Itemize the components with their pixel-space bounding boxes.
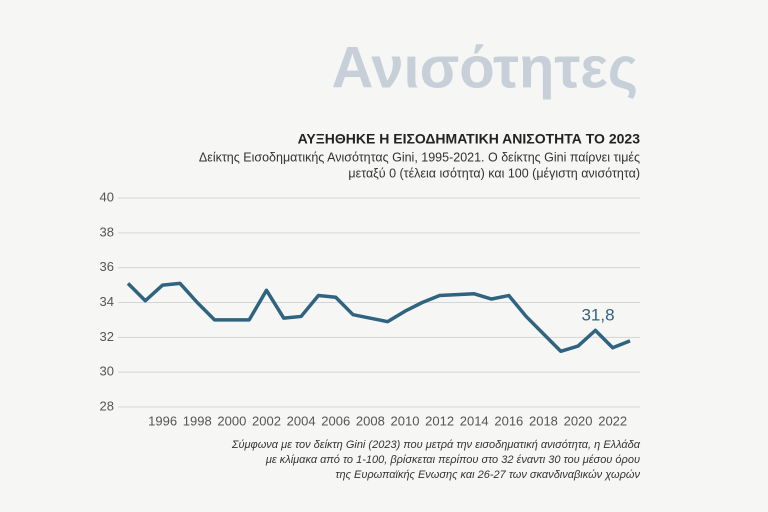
subtitle: μεταξύ 0 (τέλεια ισότητα) και 100 (μέγισ… xyxy=(348,166,640,180)
x-tick-label: 2004 xyxy=(287,413,316,428)
note: Σύμφωνα με τον δείκτη Gini (2023) που με… xyxy=(231,439,641,451)
x-tick-label: 2016 xyxy=(494,413,523,428)
x-tick-label: 2006 xyxy=(321,413,350,428)
x-tick-label: 2018 xyxy=(529,413,558,428)
y-tick-label: 28 xyxy=(100,398,114,413)
x-tick-label: 2022 xyxy=(598,413,627,428)
x-tick-label: 1996 xyxy=(148,413,177,428)
note: της Ευρωπαϊκής Ενωσης και 26-27 των σκαν… xyxy=(335,469,640,481)
subtitle: Δείκτης Εισοδηματικής Ανισότητας Gini, 1… xyxy=(199,150,640,164)
x-tick-label: 2020 xyxy=(564,413,593,428)
x-tick-label: 1998 xyxy=(183,413,212,428)
y-tick-label: 32 xyxy=(100,329,114,344)
banner: Ανισότητες xyxy=(332,35,638,100)
x-tick-label: 2008 xyxy=(356,413,385,428)
x-tick-label: 2010 xyxy=(391,413,420,428)
chart-title: ΑΥΞΗΘΗΚΕ Η ΕΙΣΟΔΗΜΑΤΙΚΗ ΑΝΙΣΟΤΗΤΑ ΤΟ 202… xyxy=(298,131,641,147)
x-tick-label: 2002 xyxy=(252,413,281,428)
note: με κλίμακα από το 1-100, βρίσκεται περίπ… xyxy=(265,454,640,466)
y-tick-label: 40 xyxy=(100,189,114,204)
line xyxy=(126,281,631,354)
annotation: 31,8 xyxy=(581,305,614,324)
y-tick-label: 34 xyxy=(100,294,114,309)
y-tick-label: 30 xyxy=(100,364,114,379)
x-tick-label: 2014 xyxy=(460,413,489,428)
y-tick-label: 38 xyxy=(100,224,114,239)
x-tick-label: 2012 xyxy=(425,413,454,428)
y-tick-label: 36 xyxy=(100,259,114,274)
x-tick-label: 2000 xyxy=(217,413,246,428)
